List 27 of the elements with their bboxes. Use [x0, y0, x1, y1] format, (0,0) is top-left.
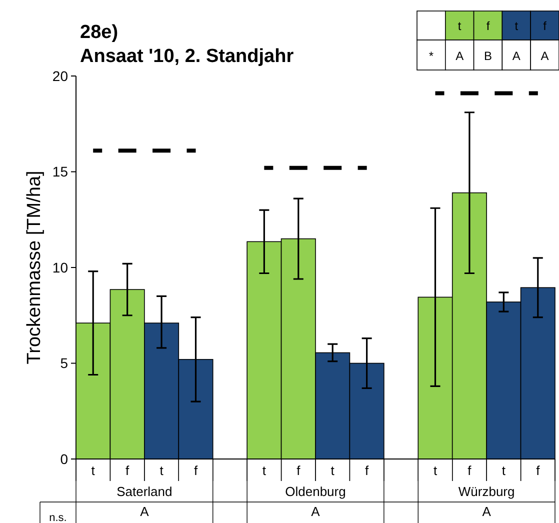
- text: Oldenburg: [285, 484, 346, 499]
- text: Würzburg: [458, 484, 515, 499]
- y-tick-label: 20: [52, 68, 68, 84]
- x-tick-label: t: [91, 463, 96, 478]
- y-tick-label: 5: [60, 355, 68, 372]
- x-tick-label: f: [126, 463, 130, 478]
- y-tick-label: 10: [52, 259, 68, 276]
- x-tick-label: t: [160, 463, 164, 478]
- x-tick-label: f: [365, 463, 370, 478]
- x-tick-label: f: [536, 463, 540, 478]
- x-tick-label: f: [194, 463, 198, 478]
- y-tick-label: 15: [52, 164, 68, 180]
- y-axis-title: Trockenmasse [TM/ha]: [24, 170, 45, 364]
- y-tick-label: 0: [60, 450, 68, 467]
- text: A: [311, 504, 320, 519]
- x-tick-label: t: [262, 463, 266, 478]
- x-tick-label: t: [502, 463, 506, 478]
- x-tick-label: f: [468, 463, 472, 478]
- text: Saterland: [116, 484, 172, 499]
- x-tick-label: f: [296, 463, 301, 478]
- text: A: [482, 504, 492, 519]
- text: A: [140, 504, 150, 519]
- key-table: * t A f B t A f A: [416, 10, 559, 70]
- chart-title: 28e) Ansaat '10, 2. Standjahr: [80, 22, 294, 67]
- x-tick-label: t: [433, 463, 438, 478]
- text: n.s.: [49, 512, 67, 523]
- x-tick-label: t: [330, 463, 335, 478]
